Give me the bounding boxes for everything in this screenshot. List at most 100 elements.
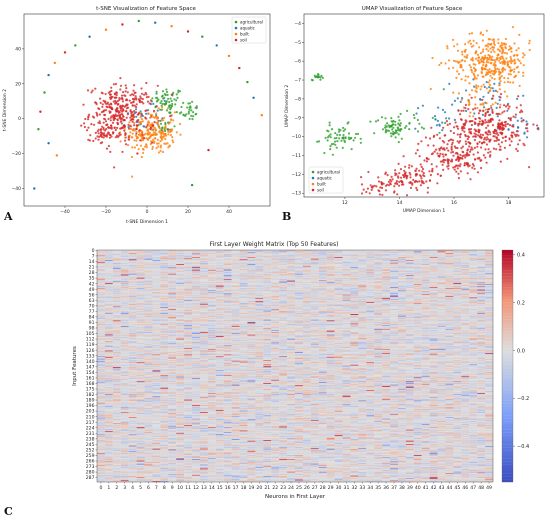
heatmap-cell bbox=[160, 253, 169, 255]
heatmap-cell bbox=[136, 351, 145, 353]
heatmap-cell bbox=[160, 421, 169, 422]
point-soil-0-72 bbox=[456, 133, 459, 136]
heatmap-cell bbox=[160, 444, 169, 446]
heatmap-cell bbox=[104, 388, 113, 390]
point-soil-2-17 bbox=[113, 92, 116, 95]
heatmap-cell bbox=[128, 319, 137, 321]
heatmap-cell bbox=[160, 428, 169, 430]
heatmap-cell bbox=[160, 386, 169, 388]
heatmap-cell bbox=[104, 337, 113, 339]
heatmap-cell bbox=[144, 472, 153, 474]
point-built-1-21 bbox=[467, 103, 471, 106]
heatmap-cell bbox=[104, 378, 113, 380]
point-aquatic-1-5 bbox=[441, 121, 444, 124]
heatmap-cell bbox=[168, 358, 177, 360]
point-built-0-213 bbox=[171, 139, 174, 142]
heatmap-cell bbox=[104, 298, 113, 300]
heatmap-cell bbox=[104, 255, 113, 257]
point-built-0-175 bbox=[470, 68, 473, 71]
heatmap-cell bbox=[128, 253, 137, 255]
point-aquatic-0-14 bbox=[143, 125, 146, 128]
heatmap-cell bbox=[112, 380, 121, 382]
heatmap-cell bbox=[104, 260, 113, 262]
heatmap-cell bbox=[168, 289, 177, 291]
heatmap-cell bbox=[120, 264, 129, 266]
heatmap-cell bbox=[112, 277, 121, 279]
heatmap-cell bbox=[168, 371, 177, 373]
heatmap-cell bbox=[97, 298, 105, 300]
heatmap-cell bbox=[152, 396, 161, 398]
point-built-0-135 bbox=[129, 131, 132, 134]
point-soil-3-5 bbox=[360, 192, 364, 195]
point-soil-0-244 bbox=[125, 110, 128, 113]
heatmap-cell bbox=[144, 455, 153, 457]
heatmap-cell bbox=[160, 346, 169, 348]
heatmap-cell bbox=[128, 322, 137, 323]
heatmap-cell bbox=[97, 282, 105, 284]
point-built-0-176 bbox=[460, 66, 463, 69]
heatmap-cell bbox=[120, 307, 129, 308]
heatmap-cell bbox=[128, 307, 137, 308]
point-agricultural-1-45 bbox=[344, 137, 347, 140]
heatmap-cell bbox=[152, 254, 161, 256]
heatmap-cell bbox=[128, 424, 137, 426]
heatmap-cell bbox=[144, 311, 153, 313]
heatmap-cell bbox=[112, 321, 121, 323]
ring-point-25 bbox=[33, 187, 36, 190]
heatmap-cell bbox=[97, 363, 105, 365]
point-agricultural-1-10 bbox=[341, 146, 344, 149]
heatmap-cell bbox=[104, 265, 113, 267]
heatmap-cell bbox=[152, 431, 161, 433]
heatmap-cell bbox=[136, 317, 145, 319]
heatmap-cell bbox=[168, 303, 177, 305]
heatmap-cell bbox=[112, 256, 121, 258]
heatmap-cell bbox=[168, 463, 177, 464]
heatmap-cell bbox=[136, 466, 145, 467]
heatmap-cell bbox=[128, 443, 137, 445]
heatmap-cell bbox=[120, 386, 129, 388]
heatmap-cell bbox=[152, 411, 161, 413]
point-soil-3-31 bbox=[386, 183, 389, 186]
heatmap-cell bbox=[97, 445, 105, 447]
point-built-0-96 bbox=[493, 59, 496, 62]
heatmap-cell bbox=[144, 286, 153, 288]
heatmap-cell bbox=[120, 415, 129, 417]
heatmap-cell bbox=[168, 256, 177, 258]
point-soil-3-20 bbox=[377, 189, 380, 192]
heatmap-cell bbox=[97, 322, 105, 324]
heatmap-cell bbox=[168, 380, 177, 382]
heatmap-cell bbox=[112, 420, 121, 422]
heatmap-cell bbox=[168, 281, 177, 283]
point-built-0-129 bbox=[469, 42, 472, 45]
point-soil-0-13 bbox=[140, 92, 144, 95]
heatmap-cell bbox=[104, 327, 113, 329]
heatmap-cell bbox=[120, 432, 129, 434]
heatmap-cell bbox=[104, 264, 113, 266]
heatmap-cell bbox=[144, 289, 153, 291]
point-built-0-46 bbox=[159, 129, 162, 133]
heatmap-cell bbox=[120, 457, 129, 459]
heatmap-cell bbox=[168, 250, 177, 252]
point-soil-0-264 bbox=[112, 119, 115, 122]
heatmap-cell bbox=[97, 459, 105, 460]
heatmap-cell bbox=[128, 261, 137, 262]
point-soil-0-282 bbox=[484, 131, 488, 134]
heatmap-cell bbox=[144, 351, 153, 353]
point-soil-1-77 bbox=[442, 155, 445, 158]
heatmap-cell bbox=[160, 405, 169, 407]
heatmap-cell bbox=[152, 369, 161, 371]
point-soil-0-253 bbox=[474, 122, 477, 125]
heatmap-cell bbox=[136, 367, 145, 369]
point-aquatic-0-30 bbox=[487, 91, 490, 94]
heatmap-cell bbox=[152, 372, 161, 374]
heatmap-cell bbox=[97, 404, 105, 406]
heatmap-cell bbox=[136, 338, 145, 340]
heatmap-cell bbox=[168, 475, 177, 477]
heatmap-cell bbox=[128, 401, 137, 403]
heatmap-cell bbox=[144, 390, 153, 391]
heatmap-cell bbox=[128, 383, 137, 385]
heatmap-cell bbox=[152, 308, 161, 310]
heatmap-cell bbox=[97, 313, 105, 315]
heatmap-cell bbox=[160, 280, 169, 281]
heatmap-cell bbox=[160, 412, 169, 414]
